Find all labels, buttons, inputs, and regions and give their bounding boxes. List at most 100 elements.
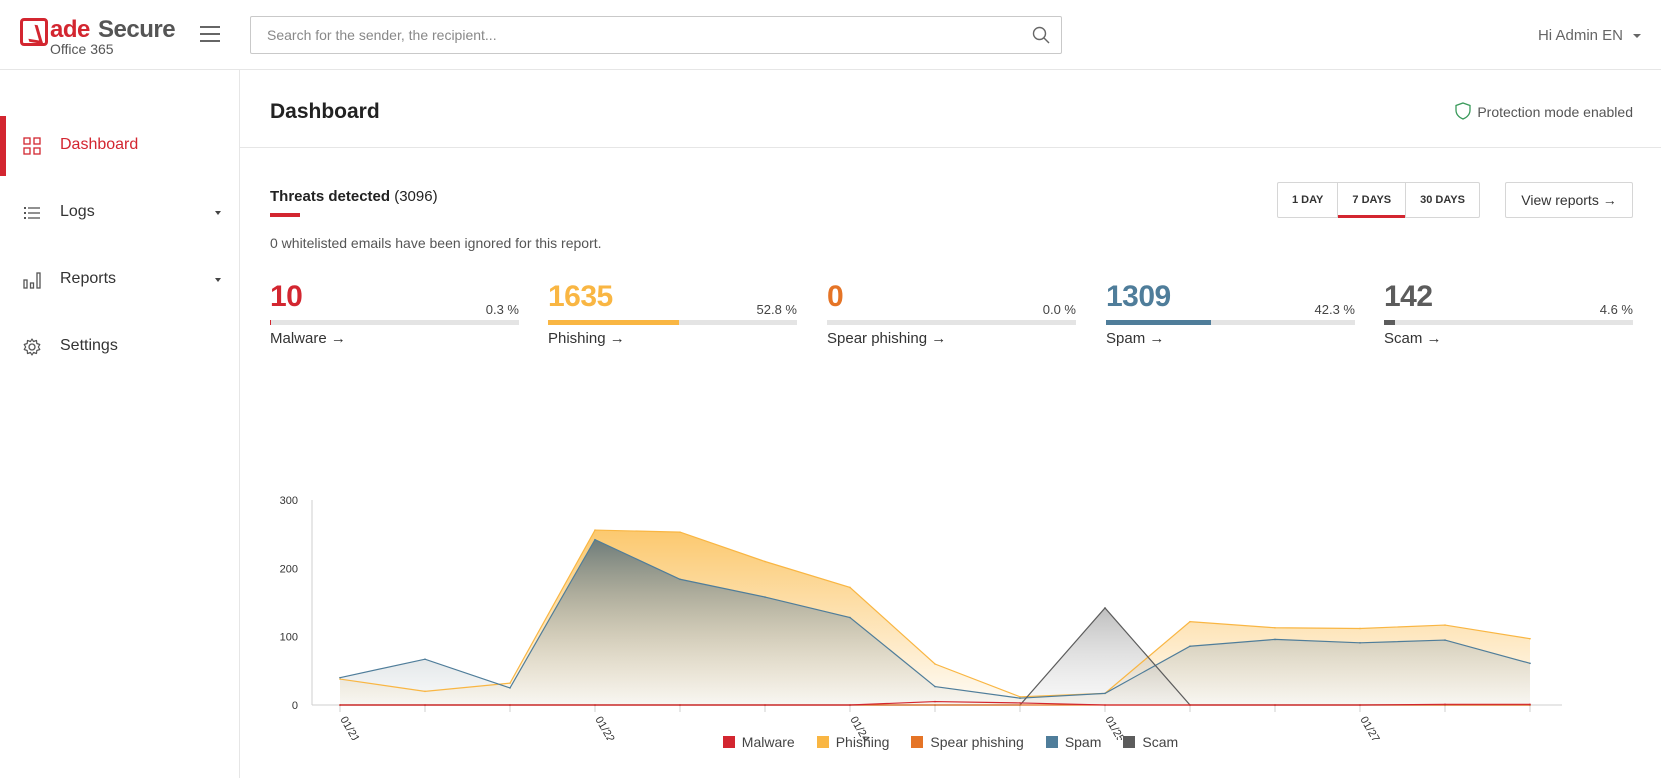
data-point-malware — [509, 704, 511, 706]
whitelist-note: 0 whitelisted emails have been ignored f… — [270, 235, 602, 251]
stat-count: 1635 — [548, 280, 613, 313]
shield-icon — [1455, 102, 1471, 120]
legend-label: Phishing — [835, 734, 890, 750]
logo-secondary: Secure — [98, 16, 176, 43]
data-point-spam — [509, 687, 511, 689]
caret-down-icon — [1633, 34, 1641, 39]
protection-status: Protection mode enabled — [1455, 102, 1633, 120]
stat-spear-phishing[interactable]: 0 0.0 % Spear phishing → — [827, 280, 1076, 350]
data-point-malware — [594, 704, 596, 706]
stat-progress-bar — [270, 320, 519, 325]
stat-link[interactable]: Scam → — [1384, 330, 1442, 347]
data-point-spam — [934, 685, 936, 688]
stat-link[interactable]: Phishing → — [548, 330, 625, 347]
legend-item[interactable]: Spam — [1045, 730, 1101, 754]
stat-count: 0 — [827, 280, 844, 313]
data-point-phishing — [934, 663, 936, 665]
vade-secure-logo[interactable]: ade Secure Office 365 — [20, 16, 180, 57]
data-point-phishing — [594, 529, 596, 531]
legend-label: Scam — [1142, 734, 1179, 750]
stat-malware[interactable]: 10 0.3 % Malware → — [270, 280, 519, 350]
stat-progress-fill — [1106, 320, 1212, 325]
legend-swatch — [1045, 736, 1058, 748]
data-point-phishing — [1444, 624, 1446, 626]
view-reports-button[interactable]: View reports → — [1505, 182, 1633, 218]
stat-progress-bar — [1384, 320, 1633, 325]
stat-percent: 0.0 % — [1042, 302, 1076, 317]
data-point-spear-phishing — [1019, 704, 1021, 706]
period-7-days-button[interactable]: 7 DAYS — [1338, 183, 1407, 218]
legend-item[interactable]: Phishing — [816, 730, 890, 754]
stat-count: 1309 — [1106, 280, 1171, 313]
data-point-spam — [679, 578, 681, 581]
data-point-phishing — [509, 682, 511, 684]
hamburger-menu-icon[interactable] — [200, 26, 220, 42]
data-point-phishing — [1529, 637, 1531, 640]
sidebar: Dashboard Logs Reports Settings — [0, 70, 240, 778]
logo-v-mark — [20, 18, 48, 46]
data-point-phishing — [1359, 627, 1361, 630]
stat-count: 142 — [1384, 280, 1433, 313]
stat-scam[interactable]: 142 4.6 % Scam → — [1384, 280, 1633, 350]
y-tick-label: 100 — [280, 632, 298, 644]
user-menu[interactable]: Hi Admin EN — [1538, 27, 1641, 44]
data-point-malware — [1444, 703, 1446, 706]
sidebar-item-settings[interactable]: Settings — [0, 317, 239, 377]
sidebar-item-label: Reports — [60, 270, 117, 287]
threats-total: (3096) — [394, 188, 438, 205]
stat-link[interactable]: Malware → — [270, 330, 346, 347]
search-input[interactable] — [251, 17, 1011, 53]
sidebar-item-label: Settings — [60, 337, 118, 354]
series-area-spam — [340, 539, 1530, 705]
legend-item[interactable]: Malware — [722, 730, 795, 754]
page-title: Dashboard — [270, 100, 380, 123]
data-point-spam — [849, 616, 851, 619]
data-point-spam — [1189, 645, 1191, 648]
data-point-malware — [679, 704, 681, 706]
legend-swatch — [1123, 736, 1136, 748]
data-point-malware — [764, 704, 766, 706]
data-point-malware — [849, 704, 851, 706]
caret-down-icon — [215, 211, 221, 215]
stat-phishing[interactable]: 1635 52.8 % Phishing → — [548, 280, 797, 350]
data-point-phishing — [764, 560, 766, 563]
legend-label: Malware — [741, 734, 795, 750]
stat-percent: 52.8 % — [756, 302, 797, 317]
stat-percent: 42.3 % — [1314, 302, 1355, 317]
y-tick-label: 300 — [280, 495, 298, 507]
data-point-malware — [934, 700, 936, 703]
stat-spam[interactable]: 1309 42.3 % Spam → — [1106, 280, 1355, 350]
data-point-phishing — [1189, 620, 1191, 623]
legend-item[interactable]: Spear phishing — [911, 730, 1024, 754]
stat-link[interactable]: Spam → — [1106, 330, 1165, 347]
data-point-spam — [1529, 662, 1531, 665]
data-point-spam — [424, 658, 426, 661]
threats-area-chart: 010020030001/21/2019...01/22/2019...01/2… — [280, 495, 1562, 740]
search-box — [250, 16, 1062, 54]
search-icon[interactable] — [1031, 25, 1051, 45]
protection-status-text: Protection mode enabled — [1477, 104, 1633, 120]
page-header: Dashboard Protection mode enabled — [240, 70, 1661, 148]
threats-detected-heading: Threats detected (3096) — [270, 188, 438, 205]
stat-link[interactable]: Spear phishing → — [827, 330, 947, 347]
period-1-day-button[interactable]: 1 DAY — [1278, 183, 1339, 217]
period-30-days-button[interactable]: 30 DAYS — [1420, 194, 1465, 206]
y-tick-label: 200 — [280, 563, 298, 575]
data-point-spam — [1019, 697, 1021, 699]
sidebar-item-reports[interactable]: Reports — [0, 250, 239, 310]
logo-primary: ade — [50, 16, 90, 43]
period-selector: 1 DAY 7 DAYS 30 DAYS — [1277, 182, 1480, 218]
legend-item[interactable]: Scam — [1123, 730, 1178, 754]
sidebar-item-dashboard[interactable]: Dashboard — [0, 116, 239, 176]
sidebar-item-logs[interactable]: Logs — [0, 183, 239, 243]
stat-percent: 4.6 % — [1599, 302, 1633, 317]
data-point-malware — [339, 704, 341, 706]
data-point-phishing — [679, 531, 681, 533]
data-point-spam — [1274, 638, 1276, 641]
data-point-spam — [1104, 692, 1106, 695]
chart-legend: Malware Phishing Spear phishing Spam Scam — [240, 730, 1661, 754]
data-point-spam — [1444, 639, 1446, 641]
data-point-spam — [764, 596, 766, 598]
threats-label: Threats detected — [270, 188, 391, 205]
stat-progress-fill — [1384, 320, 1396, 325]
